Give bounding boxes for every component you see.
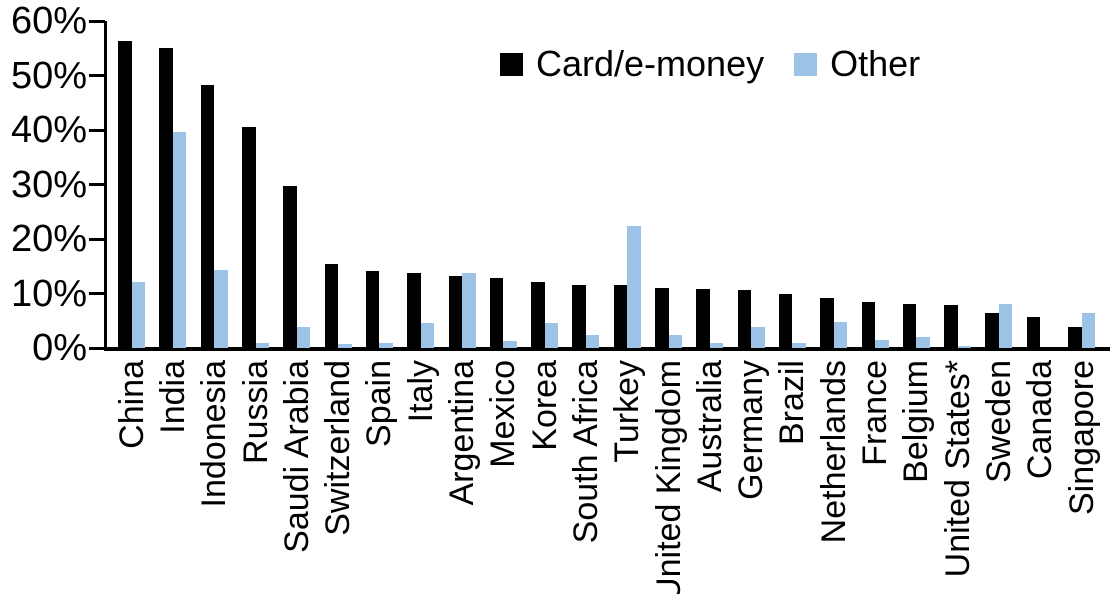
x-axis-category-label: Canada [1021,360,1060,480]
y-axis-tick-label: 20% [10,218,87,260]
y-axis-tick-label: 10% [10,272,87,315]
x-axis-category-label: Indonesia [195,360,234,508]
card-e-money-bar [655,288,669,348]
other-bar [503,341,517,348]
x-axis-category-label: India [153,360,192,434]
x-axis-line [104,347,1110,351]
other-bar [420,323,435,348]
other-bar [709,343,724,348]
x-axis-category-label: Singapore [1062,360,1101,516]
card-e-money-bar [118,41,132,348]
y-axis-tick-label: 0% [32,327,87,369]
card-e-money-bar [531,281,545,348]
y-axis-tick-label: 30% [10,163,87,206]
card-e-money-bar [778,293,793,348]
legend-item-card-e-money: Card/e-money [500,46,764,82]
card-e-money-bar [613,285,628,348]
y-axis-tick-mark [89,346,105,350]
card-e-money-bar [324,263,339,348]
other-bar [792,342,806,348]
card-e-money-bar [737,290,752,348]
x-axis-category-label: United Kingdom [649,360,688,594]
card-e-money-bar [861,301,876,348]
other-bar [255,342,270,348]
card-e-money-bar [1026,316,1041,348]
other-swatch [794,52,818,76]
x-axis-category-label: Switzerland [319,360,358,536]
x-axis-category-label: Saudi Arabia [277,360,316,553]
other-bar [668,335,683,348]
card-e-money-bar [200,84,215,348]
card-e-money-bar [820,298,834,348]
card-e-money-bar [407,272,421,348]
card-e-money-bar [448,276,463,348]
card-e-money-bar [902,303,917,348]
x-axis-category-label: France [856,360,895,466]
y-axis-tick-mark [89,237,105,241]
card-e-money-bar [489,277,504,348]
x-axis-category-label: Germany [732,360,771,500]
x-axis-category-label: United States* [938,360,977,578]
y-axis-tick-label: 50% [10,54,87,97]
x-axis-category-label: South Africa [566,360,605,544]
other-bar [916,337,930,348]
x-axis-category-label: Italy [401,360,440,423]
card-e-money-swatch [500,52,523,76]
chart-legend: Card/e-money Other [500,46,920,82]
other-bar [875,339,889,348]
other-bar [1081,312,1096,348]
card-e-money-bar [283,185,297,348]
x-axis-category-label: Mexico [484,360,523,468]
x-axis-category-label: Argentina [443,360,482,506]
other-bar [214,269,228,348]
card-e-money-bar [242,127,256,348]
card-e-money-bar [1068,327,1082,348]
card-e-money-bar [365,271,380,348]
other-bar [585,335,600,348]
x-axis-category-label: Belgium [897,360,936,483]
y-axis-tick-mark [89,128,105,132]
other-bar [544,323,559,348]
x-axis-category-label: Spain [360,360,399,447]
legend-label-card-e-money: Card/e-money [536,43,765,84]
other-bar [751,327,765,348]
y-axis-tick-mark [89,19,105,23]
x-axis-category-label: Russia [236,360,275,464]
other-bar [627,225,641,348]
legend-label-other: Other [830,43,921,84]
y-axis-tick-mark [89,74,105,77]
x-axis-category-label: Brazil [773,360,812,446]
card-e-money-bar [944,305,958,348]
other-bar [379,343,393,348]
other-bar [957,346,972,348]
y-axis-line [104,21,107,351]
legend-item-other: Other [794,46,920,82]
x-axis-category-label: Australia [690,360,729,493]
x-axis-category-label: China [112,360,151,449]
other-bar [338,343,352,348]
card-e-money-bar [572,284,586,348]
other-bar [833,322,848,348]
x-axis-category-label: Netherlands [814,360,853,544]
other-bar [296,327,311,348]
x-axis-category-label: Sweden [979,360,1018,483]
y-axis-tick-mark [89,292,105,295]
card-e-money-bar [985,313,999,348]
card-e-money-bar [696,289,710,348]
other-bar [172,131,187,348]
other-bar [131,281,146,348]
x-axis-category-label: Turkey [608,360,647,463]
card-e-money-bar [159,48,173,348]
x-axis-category-label: Korea [525,360,564,451]
other-bar [462,273,476,348]
other-bar [998,304,1013,348]
y-axis-tick-label: 60% [10,0,87,42]
y-axis-tick-mark [89,183,105,186]
y-axis-tick-label: 40% [10,109,87,151]
